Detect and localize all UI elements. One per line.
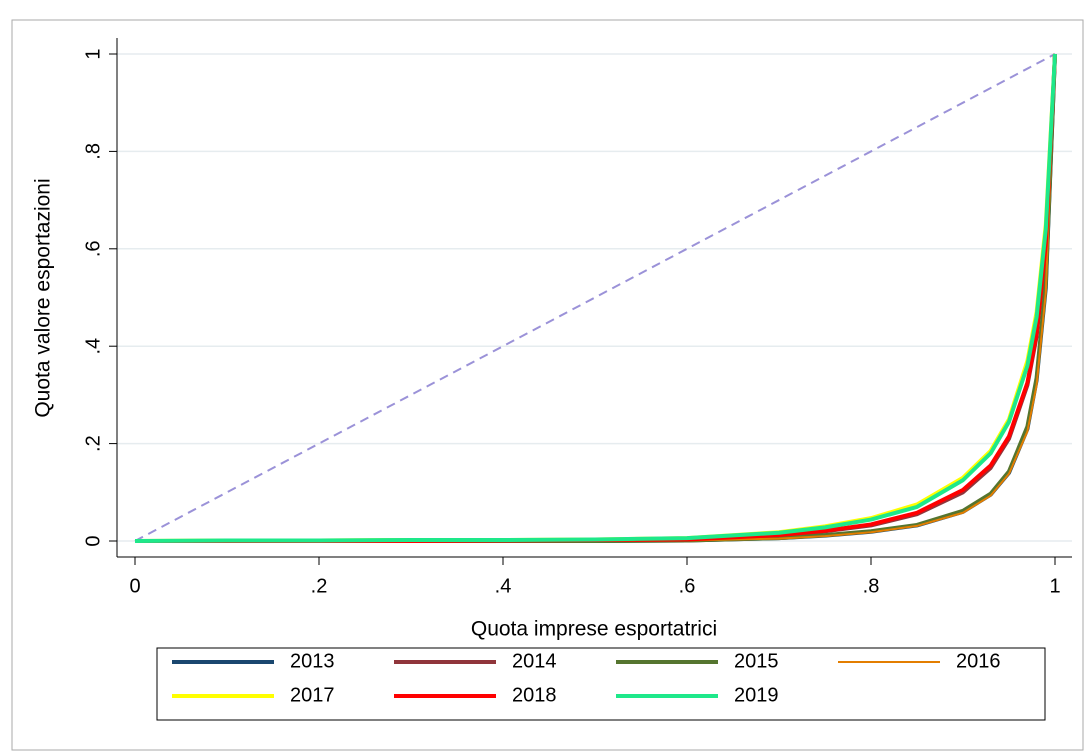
x-tick-label: 0 — [129, 575, 140, 597]
x-tick-label: .8 — [863, 575, 880, 597]
legend-box — [156, 647, 1046, 721]
y-tick-label: .8 — [82, 143, 104, 160]
legend-label: 2013 — [290, 650, 335, 672]
y-tick-label: .2 — [82, 435, 104, 452]
plot-area — [117, 38, 1072, 557]
x-tick-label: .2 — [311, 575, 328, 597]
legend-label: 2017 — [290, 684, 335, 706]
y-tick-label: 1 — [82, 48, 104, 59]
legend-label: 2014 — [512, 650, 557, 672]
x-axis-title: Quota imprese esportatrici — [471, 618, 717, 641]
x-tick-label: .4 — [495, 575, 512, 597]
x-tick-label: .6 — [679, 575, 696, 597]
y-axis-title: Quota valore esportazioni — [32, 178, 55, 417]
legend-label: 2016 — [956, 650, 1001, 672]
x-tick-label: 1 — [1049, 575, 1060, 597]
y-tick-label: .6 — [82, 240, 104, 257]
series-line — [134, 53, 1057, 543]
y-tick-label: 0 — [82, 535, 104, 546]
equality-line — [134, 53, 1056, 542]
legend-label: 2015 — [734, 650, 779, 672]
legend-label: 2019 — [734, 684, 779, 706]
y-tick-label: .4 — [82, 338, 104, 355]
legend-label: 2018 — [512, 684, 557, 706]
